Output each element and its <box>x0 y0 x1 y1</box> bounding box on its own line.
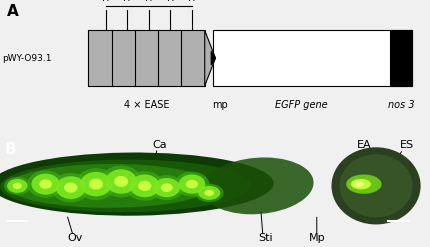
Ellipse shape <box>125 171 164 201</box>
Ellipse shape <box>194 184 223 202</box>
Ellipse shape <box>51 173 90 203</box>
Text: H: H <box>144 0 152 3</box>
Bar <box>389 30 411 86</box>
Ellipse shape <box>105 169 137 194</box>
Ellipse shape <box>27 170 64 198</box>
Ellipse shape <box>56 176 86 199</box>
Text: 4 × EASE: 4 × EASE <box>123 100 169 110</box>
Ellipse shape <box>350 179 370 189</box>
Text: A: A <box>6 4 18 19</box>
Ellipse shape <box>4 177 31 195</box>
Text: mp: mp <box>212 100 227 110</box>
Ellipse shape <box>31 174 60 195</box>
Text: H: H <box>187 0 195 3</box>
Ellipse shape <box>80 172 111 196</box>
Ellipse shape <box>198 186 220 200</box>
Polygon shape <box>211 51 215 65</box>
Bar <box>88 30 204 86</box>
Ellipse shape <box>153 178 180 197</box>
Text: ES: ES <box>399 141 413 150</box>
Ellipse shape <box>149 175 184 200</box>
Text: Ca: Ca <box>152 141 166 150</box>
Ellipse shape <box>114 176 128 187</box>
Ellipse shape <box>331 147 420 225</box>
Polygon shape <box>204 30 215 86</box>
Ellipse shape <box>353 181 363 187</box>
Ellipse shape <box>8 164 212 208</box>
Ellipse shape <box>0 153 273 216</box>
Text: Sti: Sti <box>257 233 272 243</box>
Ellipse shape <box>185 180 197 188</box>
Text: H: H <box>123 0 131 3</box>
Text: Ov: Ov <box>68 233 83 243</box>
Ellipse shape <box>178 174 205 194</box>
Ellipse shape <box>345 174 381 194</box>
Ellipse shape <box>75 168 116 200</box>
Bar <box>213 30 411 86</box>
Text: nos 3: nos 3 <box>387 100 413 110</box>
Text: EA: EA <box>356 141 371 150</box>
Text: EGFP gene: EGFP gene <box>275 100 327 110</box>
Text: H: H <box>166 0 174 3</box>
Ellipse shape <box>138 181 151 191</box>
Ellipse shape <box>64 183 77 193</box>
Text: Mp: Mp <box>308 233 324 243</box>
Ellipse shape <box>160 183 172 192</box>
Ellipse shape <box>0 160 251 212</box>
Ellipse shape <box>7 179 28 193</box>
Ellipse shape <box>202 157 313 214</box>
Ellipse shape <box>339 154 412 217</box>
Ellipse shape <box>129 174 159 197</box>
Ellipse shape <box>89 179 103 190</box>
Ellipse shape <box>39 179 52 189</box>
Ellipse shape <box>174 172 209 197</box>
Text: H: H <box>101 0 109 3</box>
Ellipse shape <box>101 165 141 197</box>
Text: B: B <box>4 142 16 157</box>
Ellipse shape <box>12 183 22 189</box>
Text: pWY-O93.1: pWY-O93.1 <box>2 54 52 62</box>
Ellipse shape <box>204 190 214 196</box>
